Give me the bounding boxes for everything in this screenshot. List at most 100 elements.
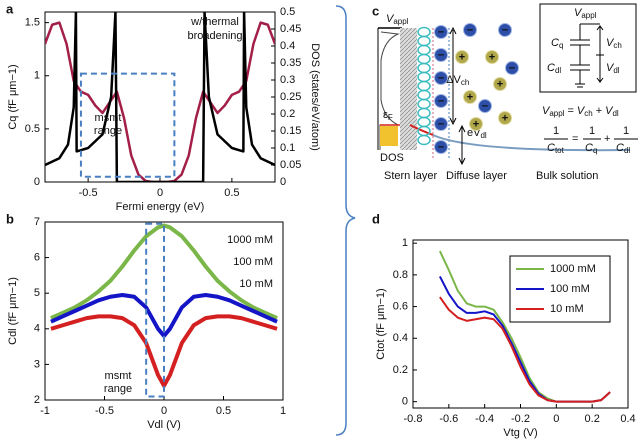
diagram: c Vappl εF DOS eΔVch eVdl Stern layer Di… bbox=[372, 3, 638, 182]
anion bbox=[434, 140, 448, 154]
data-line bbox=[50, 292, 278, 338]
solvent-ring bbox=[417, 44, 431, 56]
x-axis-label: Vtg (V) bbox=[503, 427, 537, 439]
solvent-ring bbox=[417, 26, 431, 38]
y2-tick-label: 0.3 bbox=[280, 74, 295, 86]
t: V bbox=[606, 62, 615, 74]
chart-panel: a -0.5 0 0.5 0 0.5 1 1.5 0 0.05 0.1 0.15 0.2 0.25 0.3 0… bbox=[6, 1, 321, 212]
y-tick-label: 0 bbox=[34, 176, 40, 188]
y-tick-label: 1 bbox=[34, 70, 40, 82]
y-axis-label: Cdl (fF μm−1) bbox=[7, 277, 19, 345]
anion-sign: − bbox=[502, 24, 508, 36]
t: ε bbox=[383, 109, 388, 121]
msmt-label: range bbox=[104, 383, 132, 395]
anion bbox=[434, 94, 448, 108]
x-tick-label: -0.6 bbox=[439, 413, 458, 425]
cation-sign: + bbox=[489, 51, 495, 63]
x-tick-label: -1 bbox=[40, 405, 50, 417]
t: dl bbox=[613, 66, 619, 75]
data-line bbox=[439, 296, 611, 403]
t: q bbox=[559, 41, 563, 50]
y-tick-label: 1.5 bbox=[25, 17, 40, 29]
t: ch bbox=[584, 109, 592, 118]
electrode bbox=[400, 28, 417, 150]
solvent-ring bbox=[417, 35, 431, 47]
solvent-ring bbox=[417, 62, 431, 74]
data-line bbox=[45, 12, 275, 182]
circuit-vdl: Vdl bbox=[606, 62, 620, 75]
t: F bbox=[388, 113, 393, 122]
cation bbox=[463, 90, 477, 104]
x-tick-label: 0.4 bbox=[620, 413, 635, 425]
y-tick-label: 6 bbox=[34, 252, 40, 264]
t: V bbox=[577, 105, 586, 117]
eq2-plus: + bbox=[604, 133, 610, 145]
y-tick-label: 0.4 bbox=[393, 332, 408, 344]
t: V bbox=[605, 105, 614, 117]
t: q bbox=[593, 146, 597, 155]
cation-sign: + bbox=[473, 118, 479, 130]
cation bbox=[493, 77, 507, 91]
y2-tick-label: 0.1 bbox=[280, 142, 295, 154]
msmt-range-box bbox=[145, 222, 165, 398]
cation bbox=[469, 117, 483, 131]
solvent-ring bbox=[417, 80, 431, 92]
anion-sign: − bbox=[438, 141, 444, 153]
legend-label: 100 mM bbox=[233, 256, 273, 268]
legend-label: 10 mM bbox=[239, 278, 273, 290]
x-axis-label: Vdl (V) bbox=[147, 419, 181, 431]
dos-fill bbox=[380, 126, 398, 146]
circuit-cq: Cq bbox=[551, 37, 563, 50]
x-tick-label: 0 bbox=[553, 413, 559, 425]
y-tick-label: 0 bbox=[402, 396, 408, 408]
potential-stern bbox=[409, 124, 434, 136]
y2-tick-label: 0.15 bbox=[280, 125, 301, 137]
cation bbox=[498, 111, 512, 125]
eq2-eq: = bbox=[572, 133, 578, 145]
t: = bbox=[567, 105, 573, 117]
panel-letter: c bbox=[372, 3, 379, 18]
legend-label: 1000 mM bbox=[227, 234, 273, 246]
eq2-den: Cdl bbox=[616, 142, 630, 155]
x-tick-label: -0.2 bbox=[511, 413, 530, 425]
anion bbox=[434, 25, 448, 39]
circuit-v-appl: Vappl bbox=[574, 7, 597, 20]
msmt-label: range bbox=[94, 125, 122, 137]
bracket bbox=[335, 5, 356, 436]
panel-letter: d bbox=[372, 211, 380, 226]
anion-sign: − bbox=[482, 100, 488, 112]
y-tick-label: 1 bbox=[402, 237, 408, 249]
x-tick-label: 0 bbox=[161, 405, 167, 417]
panel-letter: a bbox=[6, 1, 14, 16]
anion bbox=[498, 23, 512, 37]
y-tick-label: 5 bbox=[34, 287, 40, 299]
layer-label: Diffuse layer bbox=[446, 170, 507, 182]
x-tick-label: 1 bbox=[280, 405, 286, 417]
y-tick-label: 7 bbox=[34, 216, 40, 228]
dos-label: DOS bbox=[380, 152, 404, 164]
chart-panel: b -1 -0.5 0 0.5 1 2 3 4 5 6 7 Vdl (V) Cdl (fF μm−1) ms… bbox=[6, 211, 286, 430]
t: appl bbox=[549, 109, 564, 118]
anion-sign: − bbox=[509, 62, 515, 74]
circuit-cdl: Cdl bbox=[547, 62, 561, 75]
cation bbox=[455, 50, 469, 64]
cation-sign: + bbox=[497, 78, 503, 90]
circuit-vch: Vch bbox=[606, 37, 622, 50]
x-axis-label: Fermi energy (eV) bbox=[116, 201, 205, 213]
anion-sign: − bbox=[438, 26, 444, 38]
eq2-num: 1 bbox=[589, 125, 595, 137]
y-tick-label: 0.5 bbox=[25, 123, 40, 135]
t: + bbox=[596, 105, 602, 117]
solvent-ring bbox=[417, 116, 431, 128]
equation-1: Vappl = Vch + Vdl bbox=[542, 105, 619, 118]
t: appl bbox=[581, 11, 596, 20]
anion-sign: − bbox=[438, 95, 444, 107]
annotation: w/thermal bbox=[190, 16, 239, 28]
v-appl: Vappl bbox=[386, 13, 409, 26]
eq2-den: Ctot bbox=[547, 142, 565, 155]
arrow-head bbox=[449, 26, 457, 126]
y-axis-label: Cq (fF μm−1) bbox=[7, 64, 19, 129]
y-axis-label: Ctot (fF μm−1) bbox=[375, 288, 387, 359]
cation bbox=[485, 50, 499, 64]
